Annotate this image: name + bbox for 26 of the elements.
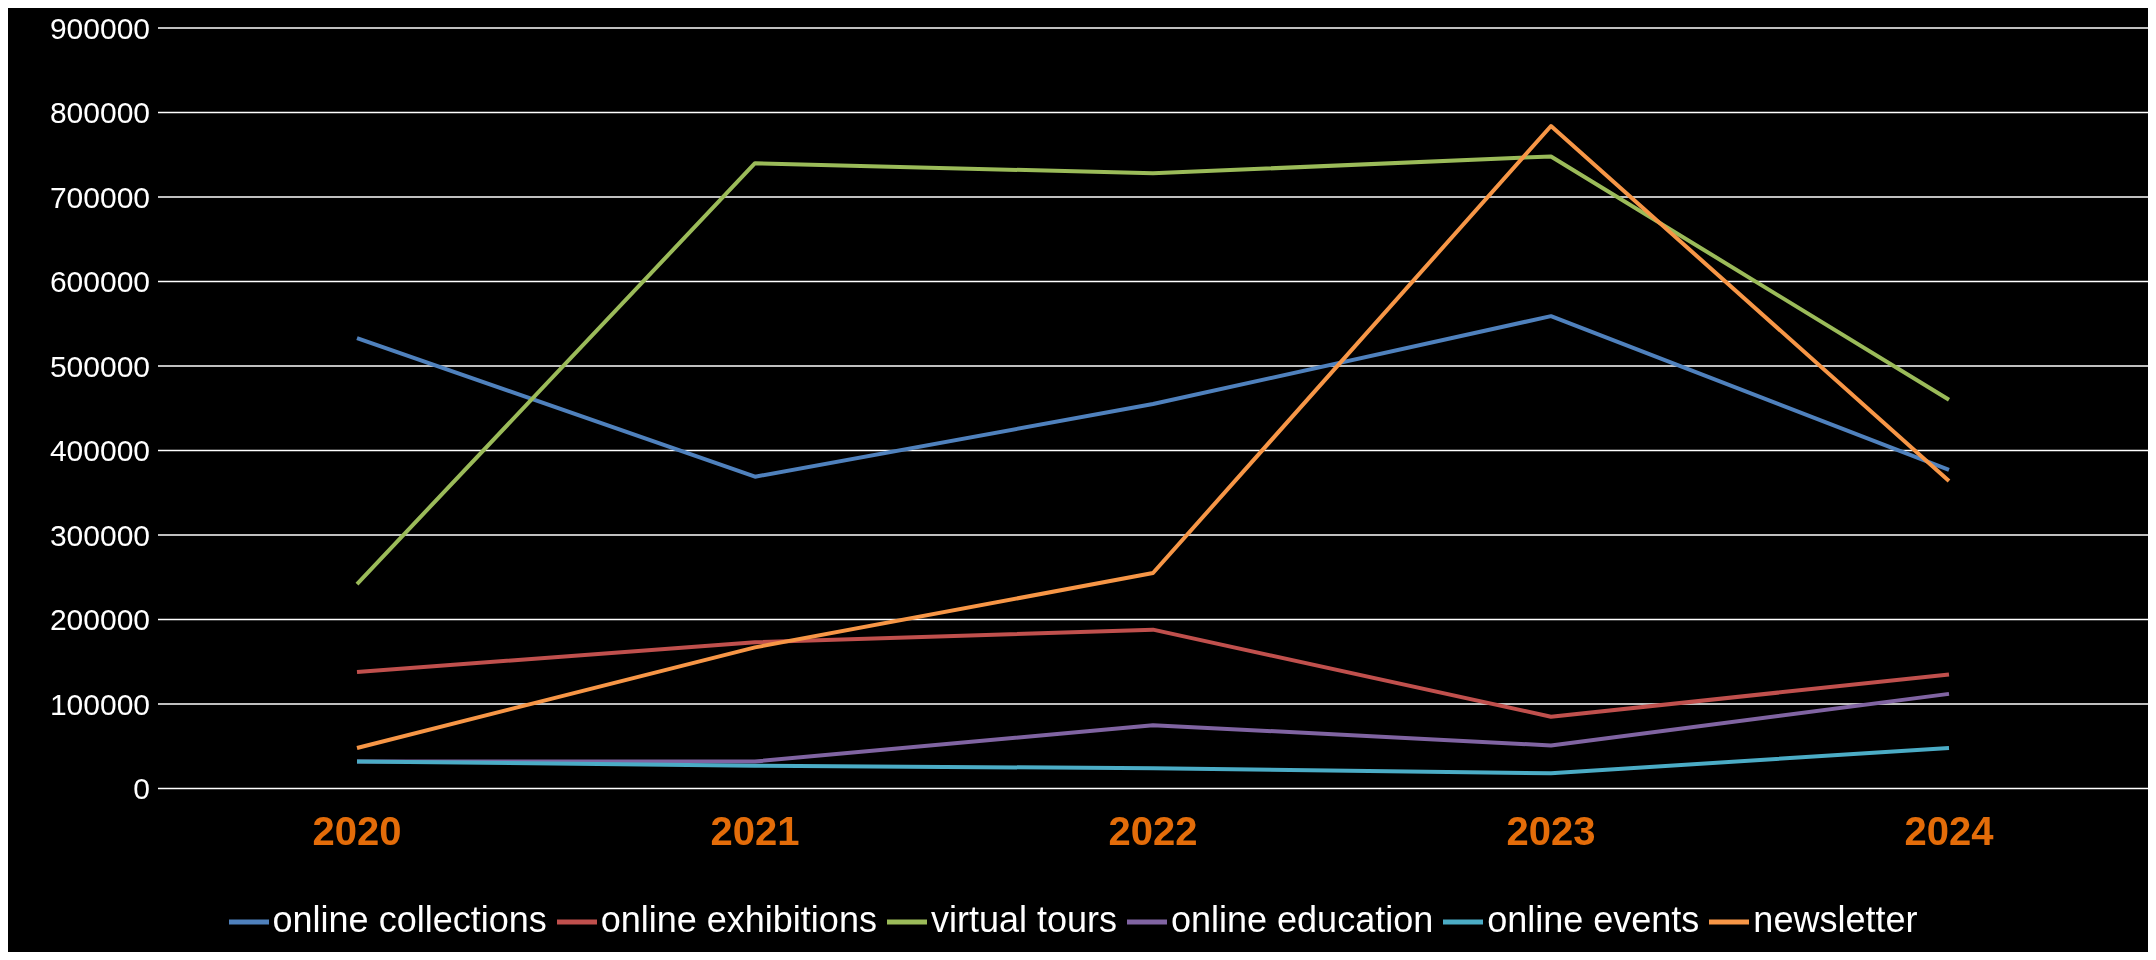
x-tick-label: 2021 bbox=[710, 808, 800, 853]
legend-label: online exhibitions bbox=[600, 898, 877, 940]
y-tick-label: 100000 bbox=[49, 687, 150, 721]
y-tick-label: 400000 bbox=[49, 434, 150, 468]
line-series bbox=[355, 124, 1951, 750]
y-tick-label: 0 bbox=[133, 772, 150, 806]
legend-label: online collections bbox=[272, 898, 547, 940]
x-tick-label: 2024 bbox=[1904, 808, 1995, 853]
line-series bbox=[355, 745, 1951, 776]
legend-label: online events bbox=[1487, 898, 1700, 940]
x-tick-label: 2022 bbox=[1108, 808, 1198, 853]
y-tick-label: 900000 bbox=[49, 11, 150, 45]
line-series bbox=[355, 154, 1951, 587]
line-series bbox=[355, 314, 1951, 479]
y-tick-label: 300000 bbox=[49, 518, 150, 552]
y-tick-label: 800000 bbox=[49, 96, 150, 130]
y-tick-label: 600000 bbox=[49, 265, 150, 299]
y-tick-label: 500000 bbox=[49, 349, 150, 383]
x-tick-label: 2020 bbox=[312, 808, 402, 853]
legend-label: online education bbox=[1170, 898, 1434, 940]
y-tick-label: 200000 bbox=[49, 603, 150, 637]
x-tick-label: 2023 bbox=[1506, 808, 1596, 853]
y-tick-label: 700000 bbox=[49, 180, 150, 214]
line-series bbox=[355, 627, 1951, 719]
legend-label: newsletter bbox=[1753, 898, 1918, 940]
legend-label: virtual tours bbox=[930, 898, 1117, 940]
